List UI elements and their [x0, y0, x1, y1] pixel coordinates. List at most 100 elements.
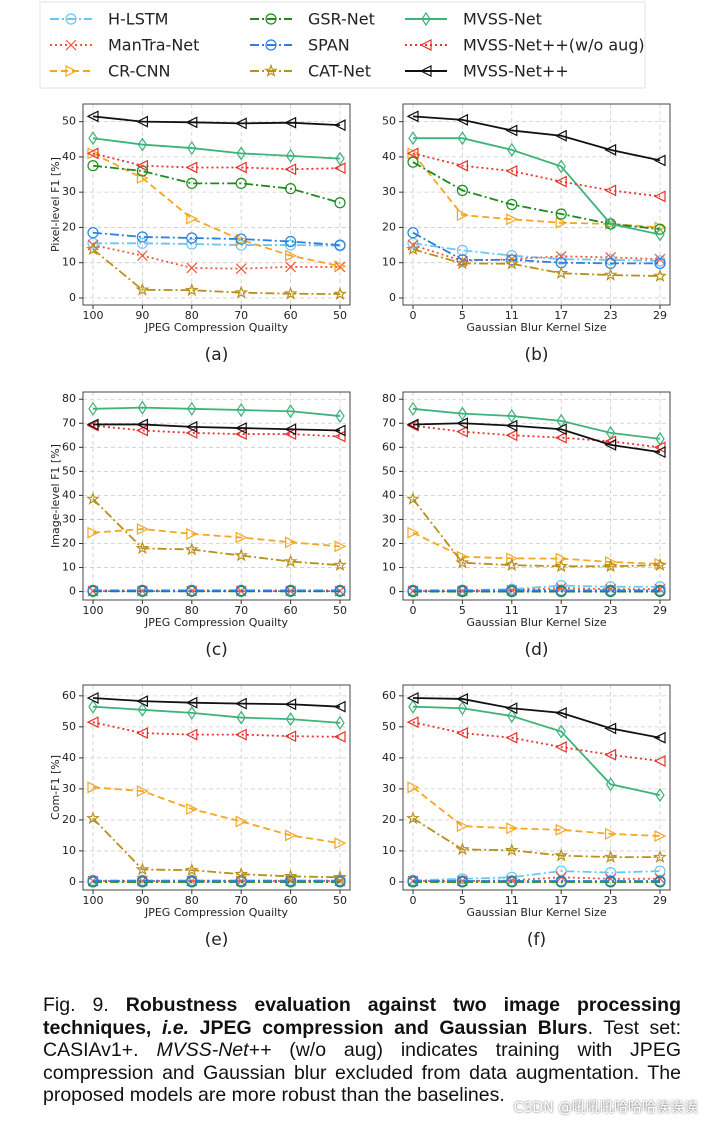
marker [86, 811, 100, 825]
series-line [92, 231, 341, 246]
marker [186, 212, 199, 225]
marker [285, 261, 297, 273]
marker [457, 406, 468, 421]
marker [86, 692, 99, 704]
marker [136, 523, 149, 536]
y-axis-label: Pixel-level F1 [%] [49, 157, 62, 252]
marker [554, 431, 567, 444]
y-tick-label: 50 [382, 464, 396, 477]
marker [284, 116, 297, 129]
marker [136, 231, 148, 243]
marker [457, 701, 468, 716]
series-line [412, 705, 661, 796]
marker [455, 842, 470, 856]
marker [235, 233, 247, 245]
x-tick-label: 23 [604, 894, 618, 907]
marker [604, 438, 617, 451]
marker [136, 250, 148, 262]
x-tick-label: 80 [185, 309, 199, 322]
x-tick-label: 100 [83, 604, 104, 617]
x-tick-label: 11 [505, 894, 519, 907]
marker [234, 117, 247, 130]
marker [506, 875, 518, 887]
marker [507, 142, 517, 157]
caption-segment: Robustness evaluation against two image … [43, 994, 681, 1039]
marker [335, 715, 345, 730]
marker [505, 731, 518, 744]
y-tick-label: 0 [69, 875, 76, 888]
marker [605, 583, 617, 595]
marker [86, 716, 99, 729]
series-line [92, 721, 341, 738]
marker [455, 256, 470, 270]
y-tick-label: 70 [382, 416, 396, 429]
marker [285, 712, 296, 727]
series-line [92, 406, 341, 417]
y-tick-label: 20 [62, 813, 76, 826]
marker [555, 584, 567, 596]
caption: Fig. 9. Robustness evaluation against tw… [43, 994, 681, 1107]
watermark: CSDN @吼吼吼哈哈哈诶诶诶 [513, 1100, 698, 1116]
marker [87, 526, 100, 539]
marker [456, 875, 468, 887]
marker [136, 785, 149, 798]
x-axis-label: Gaussian Blur Kernel Size [466, 321, 606, 334]
panel: 0 10 20 30 40 50 60 100 90 80 70 60 50 JPEG Compressi… [49, 684, 351, 950]
y-tick-label: 60 [62, 689, 76, 702]
x-tick-label: 17 [554, 309, 568, 322]
marker [234, 422, 247, 435]
x-axis-label: Gaussian Blur Kernel Size [466, 616, 606, 629]
marker [654, 875, 666, 887]
legend-label: CAT-Net [308, 62, 371, 81]
marker [88, 131, 98, 146]
x-tick-label: 0 [410, 604, 417, 617]
marker [603, 267, 618, 281]
marker [333, 424, 346, 437]
y-tick-label: 40 [382, 488, 396, 501]
marker [456, 159, 468, 172]
x-tick-label: 80 [185, 604, 199, 617]
x-tick-label: 11 [505, 309, 519, 322]
marker [135, 541, 150, 555]
marker [506, 198, 518, 211]
legend-label: MVSS-Net++(w/o aug) [463, 36, 645, 55]
marker [333, 557, 347, 572]
marker [185, 116, 198, 129]
y-tick-label: 50 [62, 464, 76, 477]
marker [285, 235, 297, 248]
caption-segment: . Test set: CASIAv1+. [43, 1016, 681, 1062]
marker [136, 875, 148, 887]
marker [234, 161, 247, 174]
marker [333, 700, 346, 713]
marker [554, 129, 567, 142]
marker [604, 184, 617, 197]
marker [135, 862, 150, 876]
marker [407, 526, 420, 539]
caption-segment: Fig. 9. [43, 994, 126, 1016]
y-tick-label: 10 [382, 561, 396, 574]
x-tick-label: 23 [604, 604, 618, 617]
marker [456, 692, 468, 705]
marker [285, 148, 296, 163]
marker [406, 418, 419, 431]
y-tick-label: 30 [62, 512, 76, 525]
y-tick-label: 50 [62, 115, 76, 128]
marker [419, 39, 432, 51]
x-axis-label: JPEG Compression Quailty [144, 906, 289, 919]
marker [555, 823, 568, 836]
marker [137, 400, 148, 415]
marker [655, 227, 665, 242]
series-line [92, 152, 341, 268]
marker [605, 827, 617, 840]
marker [406, 242, 420, 256]
marker [236, 710, 246, 725]
y-tick-label: 0 [69, 585, 76, 598]
marker [407, 156, 419, 168]
marker [406, 692, 419, 704]
marker [406, 147, 419, 160]
x-tick-label: 60 [284, 604, 298, 617]
marker [86, 242, 100, 256]
marker [86, 418, 99, 431]
y-axis-label: Image-level F1 [%] [49, 444, 62, 548]
